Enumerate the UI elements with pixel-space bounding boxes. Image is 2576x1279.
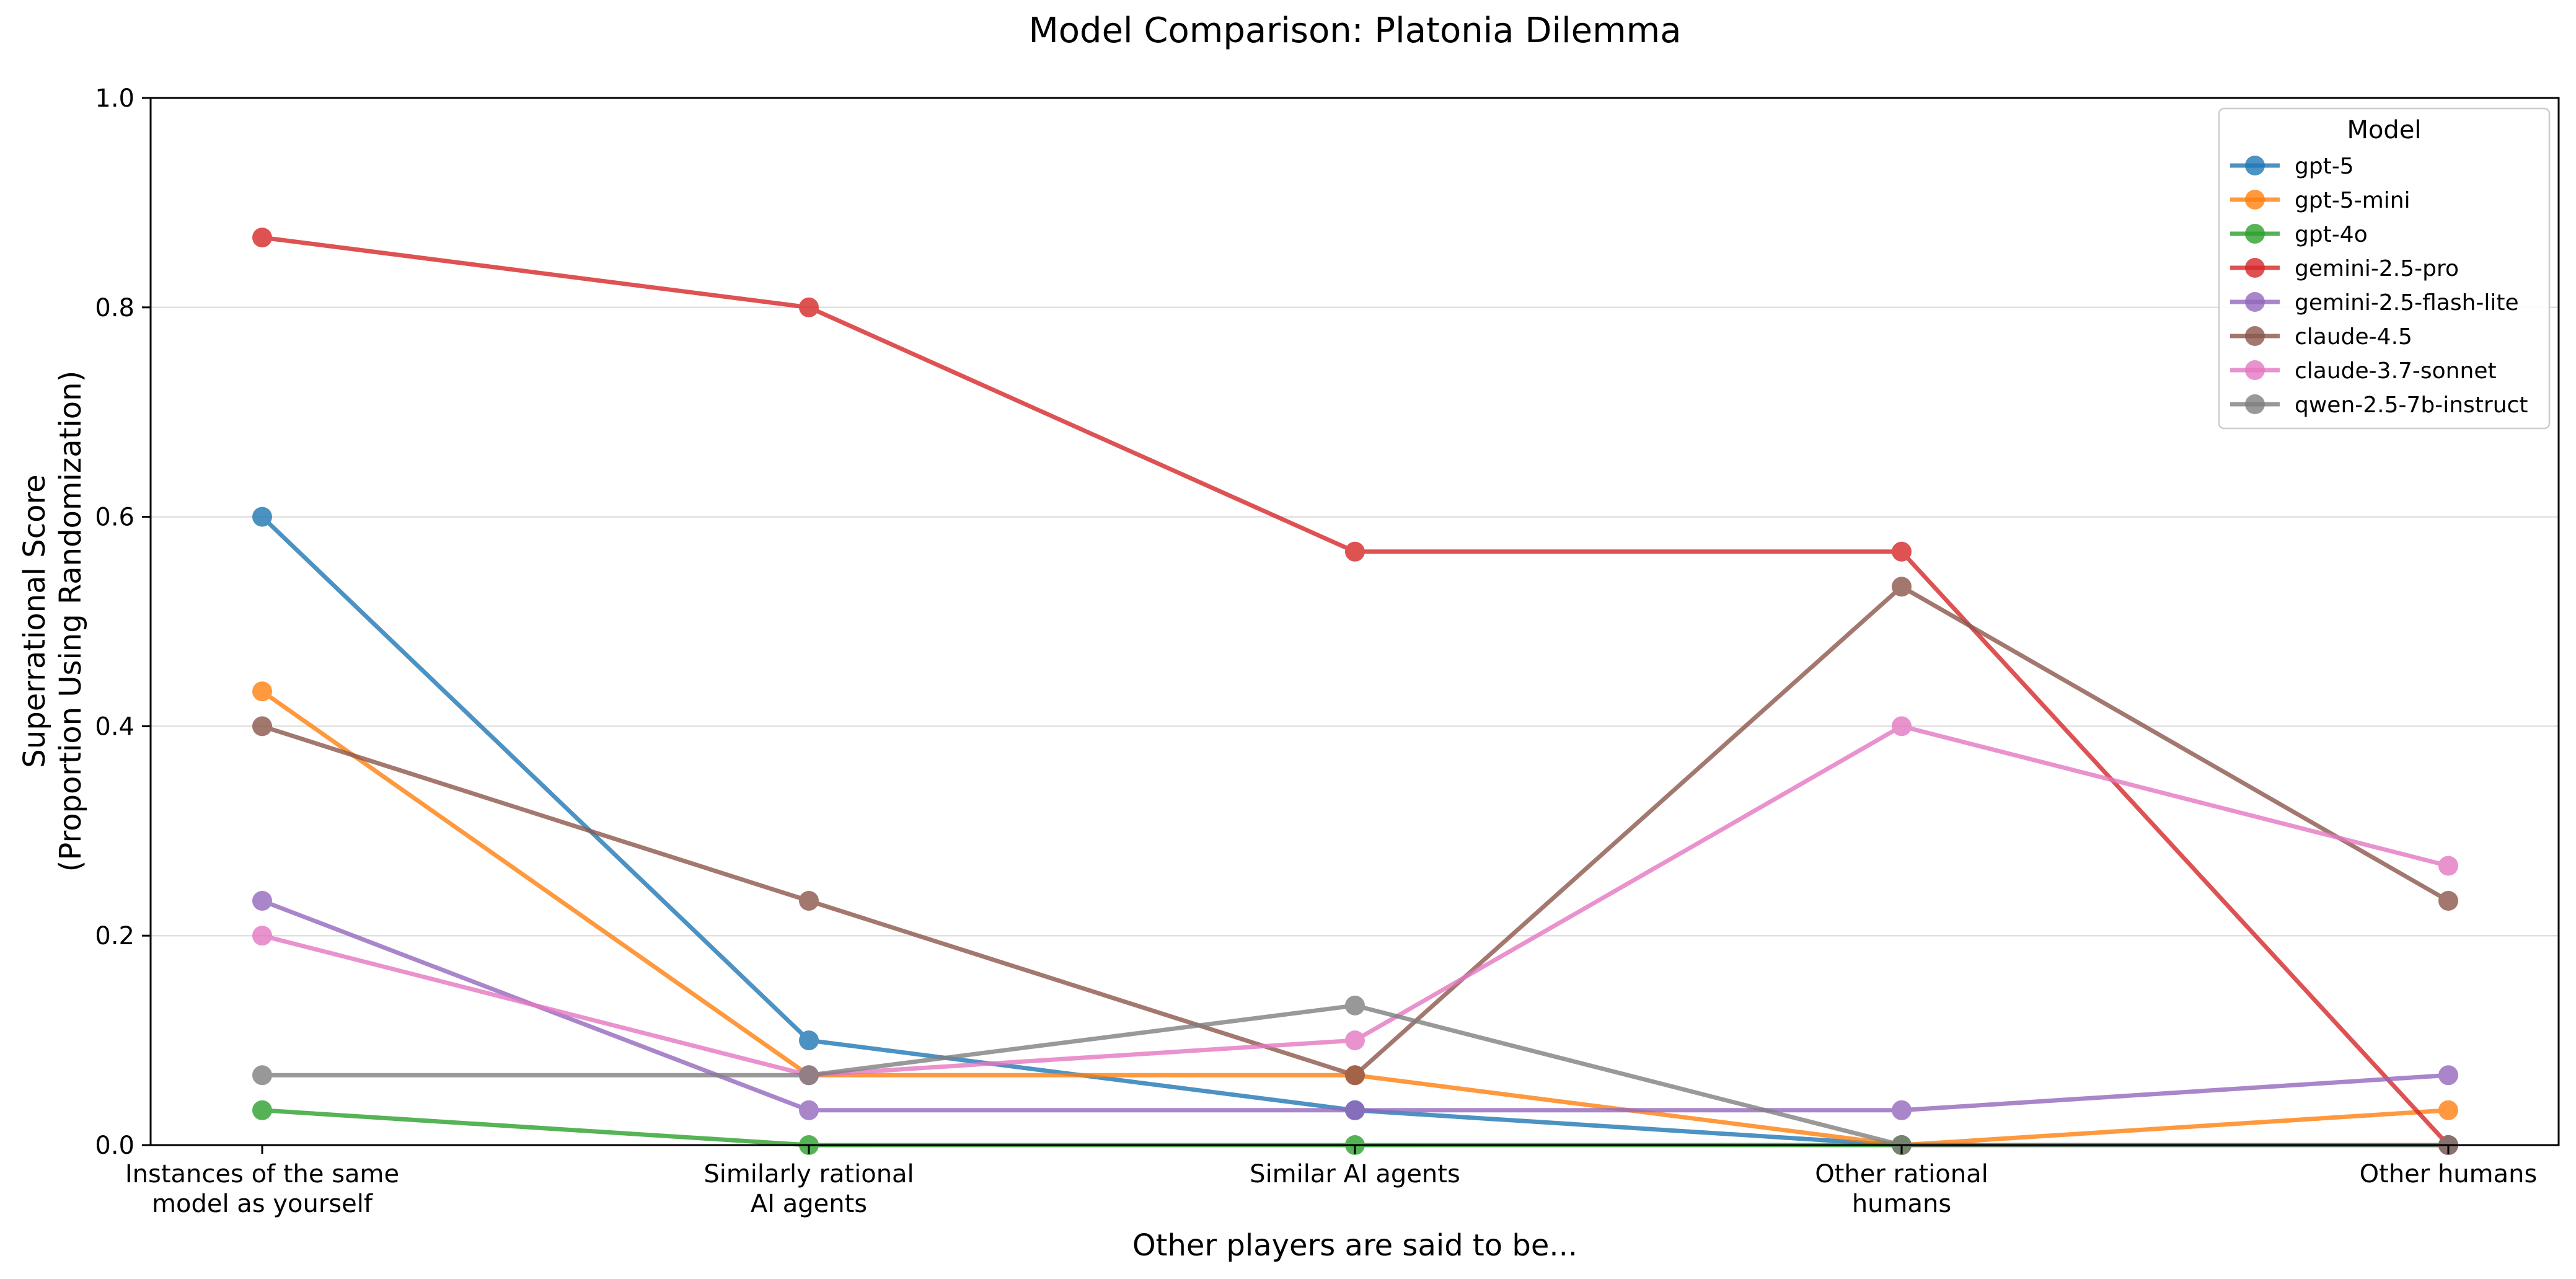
legend-label: gpt-5-mini [2295, 188, 2411, 213]
legend-swatch-marker [2245, 360, 2265, 380]
y-tick-label: 1.0 [95, 84, 135, 113]
data-point [799, 1030, 819, 1051]
data-point [252, 507, 272, 527]
chart-title: Model Comparison: Platonia Dilemma [1028, 11, 1681, 51]
data-point [252, 716, 272, 737]
data-point [2438, 856, 2458, 876]
x-tick-label: Instances of the same model as yourself [125, 1160, 399, 1218]
x-tick-label-line: AI agents [751, 1190, 867, 1218]
data-point [1345, 1100, 1365, 1120]
data-point [252, 1065, 272, 1086]
legend-swatch-marker [2245, 326, 2265, 346]
x-axis-label: Other players are said to be... [1132, 1228, 1577, 1263]
legend-swatch-marker [2245, 394, 2265, 414]
data-point [1345, 1030, 1365, 1051]
y-tick-label: 0.8 [95, 294, 135, 322]
y-tick-label: 0.0 [95, 1131, 135, 1160]
legend-label: gpt-4o [2295, 222, 2368, 247]
legend-entry: gpt-5 [2230, 154, 2354, 179]
axes-layer: 0.0 0.2 0.4 0.6 0.8 1.0 Instances of the same m… [95, 84, 2537, 1218]
legend-label: gemini-2.5-flash-lite [2295, 290, 2519, 316]
legend-label: claude-4.5 [2295, 324, 2412, 350]
x-tick-label-line: Other rational [1815, 1160, 1988, 1188]
data-point [1892, 1100, 1912, 1120]
legend-swatch-marker [2245, 292, 2265, 312]
legend-entry: claude-3.7-sonnet [2230, 358, 2497, 384]
data-point [2438, 1100, 2458, 1120]
x-tick-label-line: Other humans [2360, 1160, 2538, 1188]
data-point [799, 891, 819, 911]
data-point [1345, 541, 1365, 562]
data-point [252, 926, 272, 946]
data-point [2438, 891, 2458, 911]
legend-entry: claude-4.5 [2230, 324, 2412, 350]
legend-label: claude-3.7-sonnet [2295, 358, 2497, 384]
legend-entry: qwen-2.5-7b-instruct [2230, 392, 2528, 418]
data-point [252, 681, 272, 702]
y-axis-label-line: Superrational Score [17, 474, 52, 768]
x-tick-label: Other humans [2360, 1160, 2538, 1188]
x-tick-label: Similarly rational AI agents [704, 1160, 914, 1218]
y-axis-label: Superrational Score(Proportion Using Ran… [17, 371, 88, 872]
data-point [799, 1065, 819, 1086]
series-gemini-2.5-flash-lite [252, 891, 2458, 1120]
x-tick-label-line: Similarly rational [704, 1160, 914, 1188]
y-tick-label: 0.2 [95, 922, 135, 950]
x-tick-label: Other rational humans [1815, 1160, 1988, 1218]
y-axis-label-line: (Proportion Using Randomization) [53, 371, 88, 872]
data-point [799, 1100, 819, 1120]
data-point [2438, 1065, 2458, 1086]
data-point [1345, 1065, 1365, 1086]
data-point [252, 228, 272, 248]
data-point [1892, 577, 1912, 597]
legend: Model gpt-5 gpt-5-mini gpt-4o gemini-2.5-pro… [2218, 107, 2551, 430]
data-point [799, 297, 819, 317]
x-tick-label-line: model as yourself [152, 1190, 373, 1218]
x-tick-label: Similar AI agents [1250, 1160, 1460, 1188]
legend-label: gpt-5 [2295, 154, 2354, 179]
x-tick-label-line: humans [1852, 1190, 1951, 1218]
data-point [1892, 716, 1912, 737]
legend-label: gemini-2.5-pro [2295, 256, 2459, 281]
legend-title: Model [2347, 116, 2421, 144]
series-claude-4.5 [252, 577, 2458, 1086]
legend-entry: gemini-2.5-flash-lite [2230, 290, 2519, 316]
legend-entry: gpt-4o [2230, 222, 2368, 247]
legend-label: qwen-2.5-7b-instruct [2295, 392, 2528, 418]
legend-entry: gpt-5-mini [2230, 188, 2411, 213]
legend-box [2218, 107, 2551, 430]
legend-swatch-marker [2245, 156, 2265, 175]
legend-swatch-marker [2245, 190, 2265, 210]
x-tick-label-line: Instances of the same [125, 1160, 399, 1188]
data-point [252, 1100, 272, 1120]
y-tick-label: 0.4 [95, 712, 135, 741]
series-gemini-2.5-pro [252, 228, 2458, 1155]
y-axis-label-text: Superrational Score(Proportion Using Ran… [17, 371, 88, 872]
x-tick-label-line: Similar AI agents [1250, 1160, 1460, 1188]
y-tick-label: 0.6 [95, 503, 135, 532]
data-point [1345, 995, 1365, 1016]
legend-swatch-marker [2245, 258, 2265, 278]
data-point [252, 891, 272, 911]
legend-swatch-marker [2245, 224, 2265, 244]
legend-entry: gemini-2.5-pro [2230, 256, 2459, 281]
data-point [1892, 541, 1912, 562]
